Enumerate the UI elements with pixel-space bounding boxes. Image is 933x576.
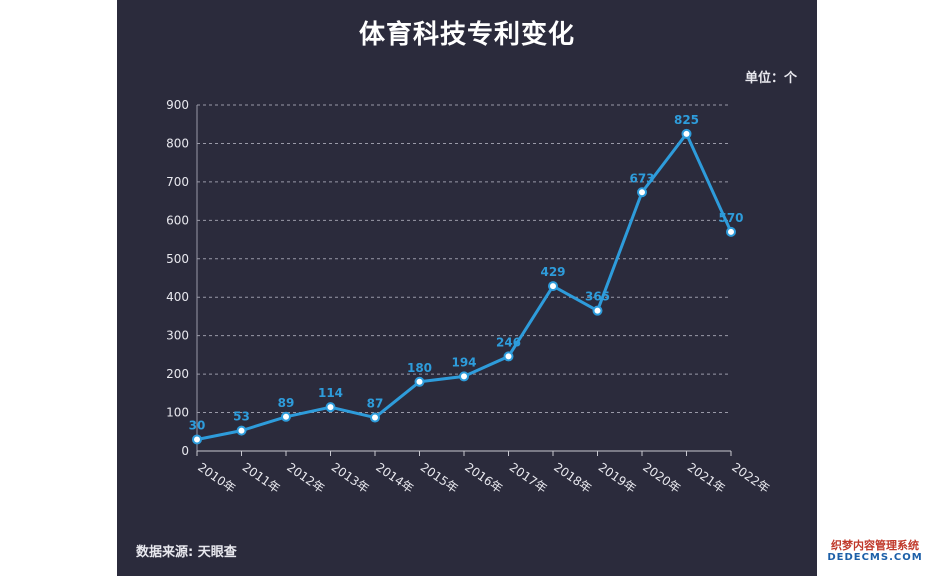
- data-label: 180: [407, 361, 432, 375]
- data-label: 87: [367, 397, 384, 411]
- data-point: [459, 371, 469, 382]
- y-tick-label: 100: [166, 406, 189, 420]
- chart-title: 体育科技专利变化: [358, 20, 575, 50]
- x-tick-label: 2011年: [240, 460, 283, 496]
- data-label: 53: [233, 410, 250, 424]
- x-tick-label: 2020年: [640, 460, 683, 496]
- y-tick-label: 700: [166, 175, 189, 189]
- data-label: 570: [718, 211, 743, 225]
- y-tick-label: 0: [181, 444, 189, 458]
- data-point: [192, 434, 202, 445]
- data-source-note: 数据来源: 天眼查: [136, 545, 237, 560]
- x-tick-label: 2010年: [195, 460, 238, 496]
- y-tick-label: 200: [166, 367, 189, 381]
- data-point: [726, 226, 736, 237]
- data-point: [637, 187, 647, 198]
- data-label: 673: [629, 171, 654, 185]
- data-point: [592, 305, 603, 316]
- x-tick-label: 2014年: [373, 460, 416, 496]
- data-label: 194: [451, 355, 476, 369]
- x-tick-label: 2017年: [507, 460, 550, 496]
- data-label: 365: [585, 290, 610, 304]
- x-tick-label: 2018年: [551, 460, 594, 496]
- x-tick-label: 2013年: [329, 460, 372, 496]
- data-point: [414, 376, 425, 387]
- y-tick-label: 900: [166, 98, 189, 112]
- data-point: [503, 351, 514, 362]
- chart-panel: 体育科技专利变化 单位：个 0 100 200 300 400 500 600 700 800 9…: [117, 0, 817, 576]
- y-tick-label: 800: [166, 136, 189, 150]
- watermark-logo: 织梦内容管理系统 DEDECMS.COM: [821, 539, 929, 572]
- data-label: 429: [540, 265, 565, 279]
- data-point: [281, 411, 291, 422]
- data-label: 30: [189, 418, 206, 432]
- y-tick-label: 500: [166, 252, 189, 266]
- data-point: [370, 412, 380, 423]
- watermark-en: DEDECMS.COM: [827, 552, 923, 564]
- y-tick-label: 600: [166, 213, 189, 227]
- x-tick-label: 2022年: [729, 460, 772, 496]
- unit-label: 单位：个: [744, 71, 797, 86]
- x-tick-label: 2019年: [596, 460, 639, 496]
- watermark-cn: 织梦内容管理系统: [831, 539, 919, 552]
- x-tick-label: 2021年: [685, 460, 728, 496]
- y-tick-label: 300: [166, 329, 189, 343]
- data-label: 89: [278, 396, 295, 410]
- data-label: 114: [318, 386, 343, 400]
- data-label: 246: [496, 335, 521, 349]
- x-tick-label: 2016年: [462, 460, 505, 496]
- data-label: 825: [674, 113, 699, 127]
- y-tick-label: 400: [166, 290, 189, 304]
- data-point: [325, 402, 336, 413]
- x-tick-label: 2015年: [418, 460, 461, 496]
- data-point: [681, 128, 692, 139]
- x-tick-label: 2012年: [284, 460, 327, 496]
- data-point: [236, 425, 247, 436]
- data-point: [548, 281, 558, 292]
